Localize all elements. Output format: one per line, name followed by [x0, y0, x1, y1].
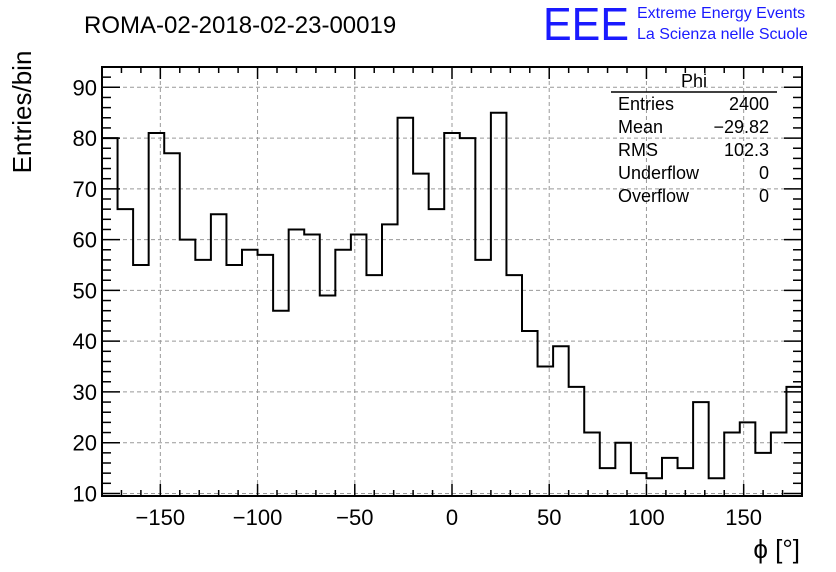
x-tick-labels: −150 −100 −50 0 50 100 150	[136, 505, 762, 530]
stats-label: Overflow	[618, 186, 690, 206]
y-axis-title: Entries/bin	[7, 51, 37, 174]
x-tick-label: −100	[233, 505, 283, 530]
x-axis-title: ϕ [°]	[753, 534, 800, 564]
stats-value: 0	[759, 163, 769, 183]
stats-value: 0	[759, 186, 769, 206]
histogram-series	[102, 111, 802, 480]
stats-rows: Entries 2400 Mean −29.82 RMS 102.3 Underflow 0 O…	[618, 94, 769, 206]
stats-value: 2400	[729, 94, 769, 114]
stats-value: 102.3	[724, 140, 769, 160]
logo-line-1: Extreme Energy Events	[637, 5, 805, 22]
stats-value: −29.82	[713, 117, 769, 137]
x-tick-label: −50	[336, 505, 373, 530]
axis-ticks	[102, 67, 802, 496]
x-tick-label: 150	[725, 505, 762, 530]
grid	[102, 67, 802, 496]
stats-box: Phi Entries 2400 Mean −29.82 RMS 102.3 Underfl…	[611, 71, 777, 206]
y-tick-label: 40	[73, 329, 97, 354]
y-tick-labels: 10 20 30 40 50 60 70 80 90	[73, 75, 97, 506]
eee-logo: EEE Extreme Energy Events La Scienza nel…	[543, 0, 808, 50]
y-tick-label: 60	[73, 228, 97, 253]
x-tick-label: 100	[628, 505, 665, 530]
logo-line-2: La Scienza nelle Scuole	[637, 26, 808, 43]
x-tick-label: 0	[446, 505, 458, 530]
y-tick-label: 30	[73, 380, 97, 405]
x-tick-label: −150	[136, 505, 186, 530]
stats-label: RMS	[618, 140, 658, 160]
y-tick-label: 10	[73, 481, 97, 506]
eee-logo-mark: EEE	[543, 0, 629, 50]
y-tick-label: 80	[73, 126, 97, 151]
stats-label: Entries	[618, 94, 674, 114]
stats-label: Mean	[618, 117, 663, 137]
y-tick-label: 50	[73, 278, 97, 303]
stats-header: Phi	[681, 71, 707, 91]
x-tick-label: 50	[537, 505, 561, 530]
y-tick-label: 90	[73, 75, 97, 100]
stats-label: Underflow	[618, 163, 700, 183]
y-tick-label: 20	[73, 431, 97, 456]
y-tick-label: 70	[73, 177, 97, 202]
chart-title: ROMA-02-2018-02-23-00019	[84, 12, 396, 39]
